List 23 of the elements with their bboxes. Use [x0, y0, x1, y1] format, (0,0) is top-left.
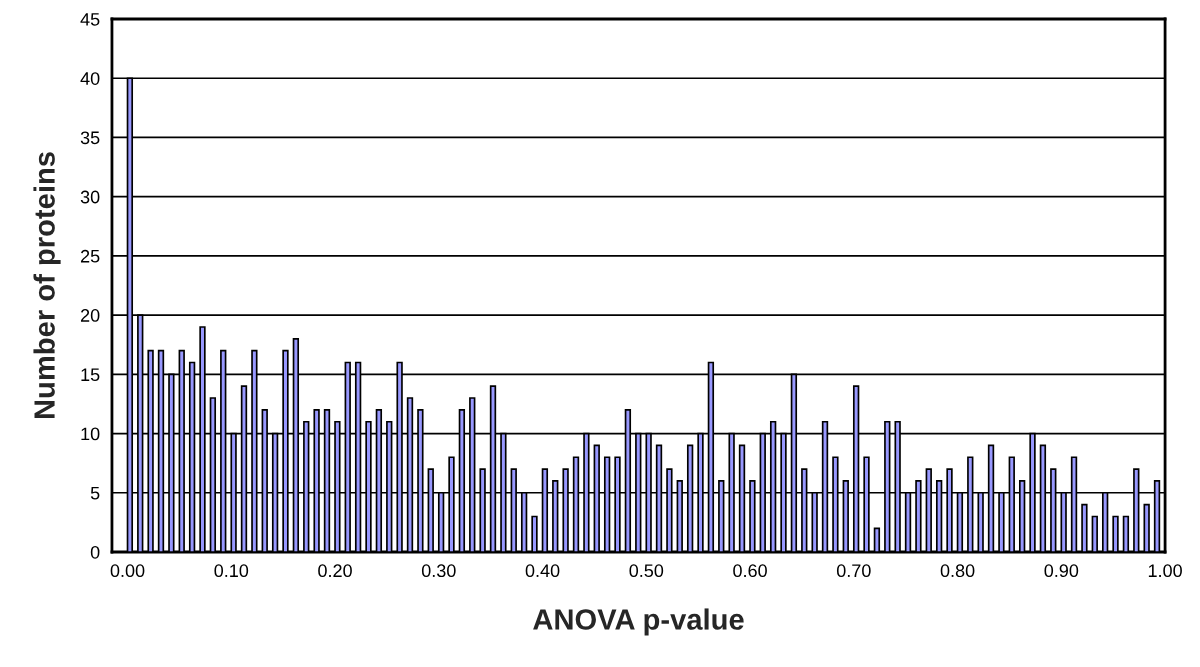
y-tick-label: 25: [80, 249, 100, 263]
x-tick-label: 0.80: [940, 564, 975, 578]
x-tick-label: 1.00: [1148, 564, 1182, 578]
x-tick-label: 0.00: [110, 564, 145, 578]
y-tick-label: 20: [80, 309, 100, 322]
x-tick-label: 0.40: [525, 564, 560, 578]
y-axis-title: Number of proteins: [33, 152, 61, 419]
y-tick-label: 5: [90, 486, 100, 500]
y-tick-label: 0: [90, 545, 100, 559]
x-tick-label: 0.30: [421, 564, 456, 578]
y-tick-label: 10: [81, 427, 100, 441]
x-tick-label: 0.90: [1044, 564, 1079, 578]
y-tick-label: 40: [80, 72, 100, 85]
y-tick-label: 15: [81, 368, 100, 382]
y-tick-label: 45: [80, 13, 100, 26]
x-tick-label: 0.50: [629, 564, 664, 578]
x-tick-label: 0.60: [733, 564, 767, 578]
x-tick-label: 0.20: [318, 564, 352, 578]
x-tick-label: 0.70: [836, 564, 871, 578]
x-axis-title: ANOVA p-value: [533, 608, 744, 636]
y-tick-label: 35: [80, 131, 100, 145]
x-tick-label: 0.10: [214, 564, 249, 578]
y-tick-label: 30: [80, 190, 100, 204]
